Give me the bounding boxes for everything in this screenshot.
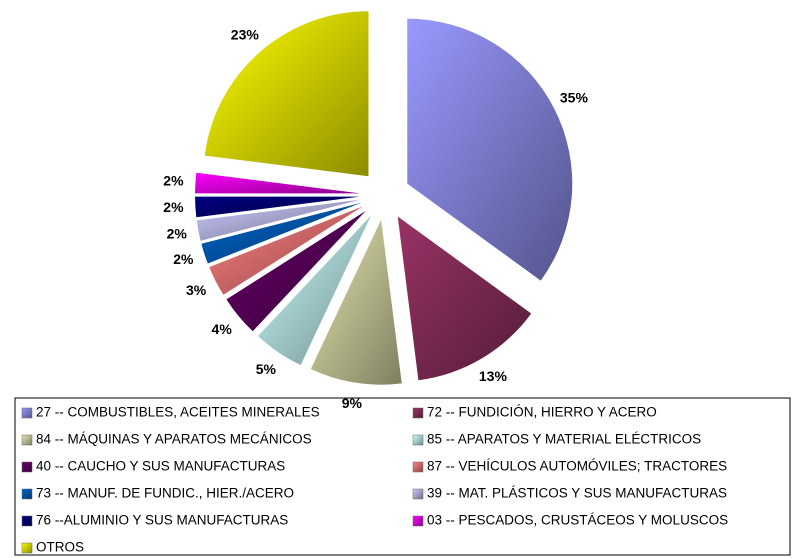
pie-slice: [226, 210, 366, 332]
legend-label: OTROS: [36, 540, 84, 555]
legend-swatch: [412, 434, 424, 446]
data-label: 23%: [231, 27, 260, 43]
legend-label: 40 -- CAUCHO Y SUS MANUFACTURAS: [36, 459, 285, 474]
data-label: 4%: [212, 321, 233, 337]
legend-swatch: [21, 488, 33, 500]
pie-slice: [204, 11, 369, 177]
legend-swatch: [412, 407, 424, 419]
pie-slice: [195, 196, 361, 218]
data-label: 2%: [163, 199, 184, 215]
pie-slice: [201, 202, 362, 264]
pie-slice: [310, 219, 402, 385]
data-label: 13%: [479, 368, 508, 384]
legend-label: 87 -- VEHÍCULOS AUTOMÓVILES; TRACTORES: [427, 459, 727, 474]
legend-swatch: [21, 407, 33, 419]
legend-label: 85 -- APARATOS Y MATERIAL ELÉCTRICOS: [427, 432, 701, 447]
legend-swatch: [21, 542, 33, 554]
legend-swatch: [412, 461, 424, 473]
legend-label: 72 -- FUNDICIÓN, HIERRO Y ACERO: [427, 405, 657, 420]
legend-swatch: [21, 461, 33, 473]
legend-label: 27 -- COMBUSTIBLES, ACEITES MINERALES: [36, 405, 320, 420]
pie-slice: [257, 215, 371, 365]
legend-label: 39 -- MAT. PLÁSTICOS Y SUS MANUFACTURAS: [427, 486, 727, 501]
data-label: 3%: [186, 282, 207, 298]
pie-slice: [196, 199, 361, 241]
data-label: 2%: [173, 251, 194, 267]
data-label: 5%: [256, 361, 277, 377]
legend-label: 03 -- PESCADOS, CRUSTÁCEOS Y MOLUSCOS: [427, 513, 728, 528]
legend-label: 73 -- MANUF. DE FUNDIC., HIER./ACERO: [36, 486, 294, 501]
pie-slice: [407, 18, 573, 281]
data-label: 2%: [167, 225, 188, 241]
legend-swatch: [21, 515, 33, 527]
legend-box: [14, 397, 791, 556]
legend-label: 76 --ALUMINIO Y SUS MANUFACTURAS: [36, 513, 288, 528]
legend-swatch: [412, 515, 424, 527]
pie-slice: [397, 216, 532, 381]
data-label: 35%: [560, 89, 589, 105]
pie-slice: [195, 172, 361, 194]
legend-swatch: [21, 434, 33, 446]
legend-swatch: [412, 488, 424, 500]
pie-slice: [209, 206, 363, 295]
legend-label: 84 -- MÁQUINAS Y APARATOS MECÁNICOS: [36, 432, 312, 447]
data-label: 9%: [342, 395, 363, 411]
data-label: 2%: [163, 172, 184, 188]
